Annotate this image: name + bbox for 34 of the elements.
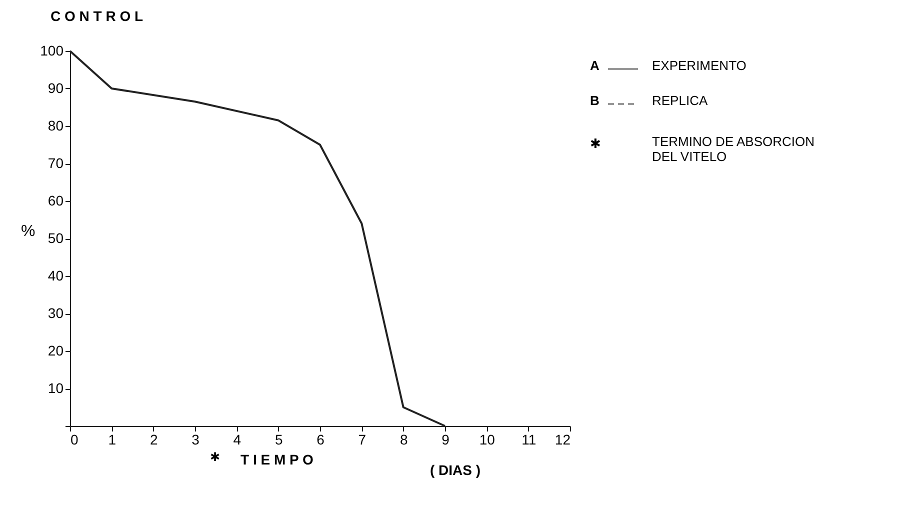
- y-tick-label: 80: [48, 118, 64, 134]
- text: A: [590, 58, 600, 73]
- y-tick-label: 20: [48, 342, 64, 358]
- x-tick-label: 0: [70, 432, 78, 448]
- y-axis-title: %: [21, 223, 36, 240]
- y-tick-label: 60: [48, 192, 64, 208]
- x-tick-label: 12: [554, 432, 571, 448]
- y-tick-label: 90: [48, 80, 64, 96]
- legend-label: EXPERIMENTO: [652, 58, 746, 73]
- x-tick-label: 2: [150, 432, 158, 448]
- y-tick-label: 70: [48, 155, 64, 171]
- chart-title: C O N T R O L: [50, 8, 144, 24]
- x-tick-label: 8: [400, 432, 408, 448]
- text: ✱: [210, 450, 220, 464]
- text: TERMINO DE ABSORCION DEL VITELO: [652, 134, 815, 164]
- text: B: [590, 93, 600, 108]
- y-tick-label: 50: [48, 230, 64, 246]
- x-tick-label: 7: [358, 432, 366, 448]
- x-tick-label: 11: [522, 432, 536, 448]
- x-tick-label: 9: [442, 432, 450, 448]
- y-tick-label: 10: [48, 380, 64, 396]
- y-tick-label: 30: [48, 305, 64, 321]
- y-tick-label: 100: [40, 42, 64, 58]
- text: ( DIAS ): [430, 462, 481, 478]
- x-tick-label: 6: [316, 432, 325, 448]
- x-axis-title: T I E M P O: [240, 452, 314, 468]
- y-tick-label: 40: [48, 268, 64, 284]
- x-tick-label: 4: [233, 432, 242, 448]
- x-tick-label: 1: [108, 432, 116, 448]
- legend-label: REPLICA: [652, 93, 708, 108]
- x-tick-label: 3: [192, 432, 200, 448]
- x-tick-label: 10: [479, 432, 496, 448]
- text: ✱: [590, 137, 601, 152]
- x-tick-label: 5: [274, 432, 283, 448]
